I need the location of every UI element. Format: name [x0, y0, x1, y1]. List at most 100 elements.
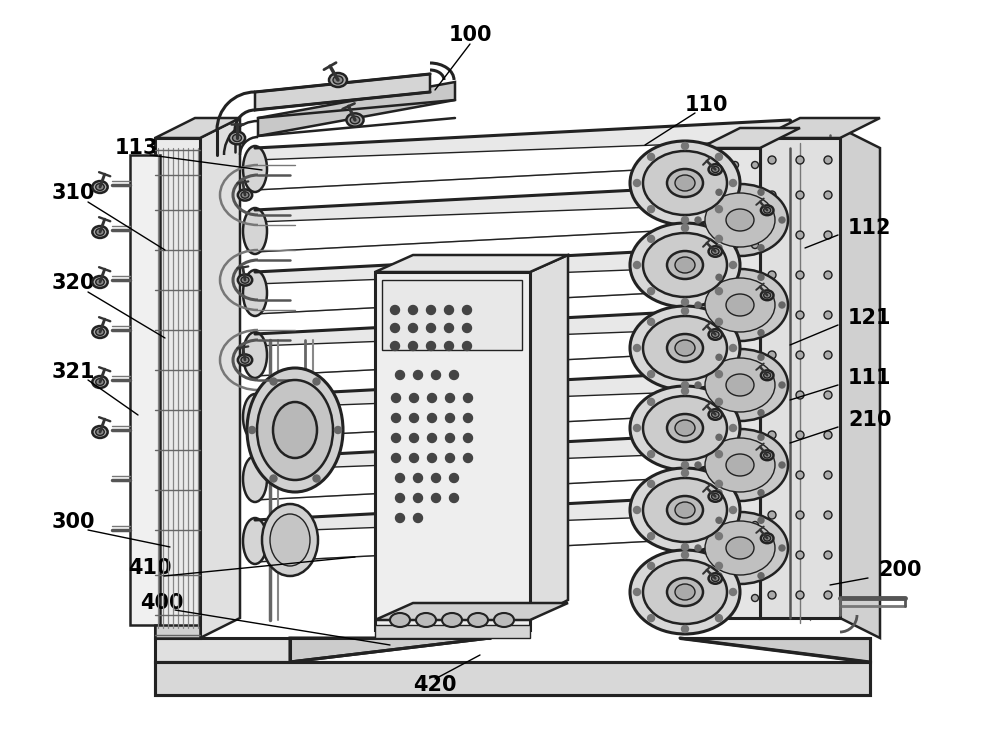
Text: 121: 121 — [848, 308, 892, 328]
Circle shape — [716, 355, 722, 360]
Circle shape — [248, 426, 256, 434]
Circle shape — [648, 451, 655, 458]
Circle shape — [414, 514, 422, 523]
Circle shape — [446, 454, 454, 462]
Ellipse shape — [764, 372, 771, 378]
Polygon shape — [760, 138, 840, 618]
Polygon shape — [255, 120, 790, 160]
Circle shape — [648, 319, 655, 325]
Circle shape — [730, 261, 736, 269]
Ellipse shape — [667, 414, 703, 442]
Ellipse shape — [390, 613, 410, 627]
Circle shape — [410, 413, 418, 423]
Ellipse shape — [726, 294, 754, 316]
Circle shape — [410, 434, 418, 443]
Circle shape — [428, 434, 436, 443]
Ellipse shape — [768, 551, 776, 559]
Ellipse shape — [350, 116, 360, 124]
Ellipse shape — [761, 451, 773, 460]
Ellipse shape — [752, 241, 759, 249]
Circle shape — [432, 473, 440, 482]
Ellipse shape — [92, 326, 108, 338]
Polygon shape — [255, 368, 790, 408]
Ellipse shape — [238, 189, 252, 200]
Circle shape — [682, 382, 688, 388]
Ellipse shape — [796, 231, 804, 239]
Ellipse shape — [643, 316, 727, 380]
Ellipse shape — [232, 134, 242, 142]
Ellipse shape — [243, 394, 267, 440]
Ellipse shape — [643, 396, 727, 460]
Circle shape — [648, 371, 655, 378]
Circle shape — [270, 475, 277, 482]
Ellipse shape — [752, 562, 759, 569]
Circle shape — [464, 454, 473, 462]
Ellipse shape — [643, 151, 727, 215]
Circle shape — [715, 206, 722, 213]
Ellipse shape — [706, 521, 714, 528]
Ellipse shape — [273, 402, 317, 458]
Polygon shape — [290, 638, 490, 662]
Ellipse shape — [692, 184, 788, 256]
Circle shape — [648, 614, 655, 622]
Ellipse shape — [706, 562, 714, 569]
Circle shape — [715, 533, 722, 539]
Circle shape — [313, 378, 320, 385]
Polygon shape — [255, 74, 430, 110]
Circle shape — [682, 625, 688, 633]
Ellipse shape — [752, 521, 759, 528]
Ellipse shape — [675, 502, 695, 518]
Ellipse shape — [257, 380, 333, 480]
Circle shape — [682, 217, 688, 223]
Circle shape — [716, 410, 722, 415]
Ellipse shape — [732, 241, 738, 249]
Ellipse shape — [667, 251, 703, 279]
Ellipse shape — [262, 504, 318, 576]
Polygon shape — [155, 138, 200, 638]
Circle shape — [716, 490, 722, 495]
Circle shape — [695, 462, 701, 468]
Ellipse shape — [706, 401, 714, 409]
Circle shape — [695, 302, 701, 308]
Ellipse shape — [761, 291, 773, 300]
Circle shape — [682, 551, 688, 559]
Ellipse shape — [705, 438, 775, 492]
Ellipse shape — [768, 311, 776, 319]
Polygon shape — [530, 255, 568, 620]
Ellipse shape — [96, 228, 104, 236]
Ellipse shape — [712, 575, 719, 581]
Circle shape — [426, 305, 436, 314]
Ellipse shape — [752, 362, 759, 368]
Ellipse shape — [768, 156, 776, 164]
Ellipse shape — [706, 482, 714, 489]
Polygon shape — [680, 638, 870, 662]
Circle shape — [758, 275, 764, 280]
Text: 100: 100 — [448, 25, 492, 45]
Ellipse shape — [709, 573, 722, 584]
Ellipse shape — [667, 334, 703, 362]
Circle shape — [390, 305, 400, 314]
Ellipse shape — [824, 271, 832, 279]
Circle shape — [462, 324, 472, 333]
Polygon shape — [155, 662, 870, 695]
Circle shape — [648, 399, 655, 405]
Polygon shape — [255, 306, 790, 346]
Circle shape — [409, 324, 418, 333]
Ellipse shape — [732, 521, 738, 528]
Ellipse shape — [630, 306, 740, 390]
Circle shape — [758, 410, 764, 415]
Ellipse shape — [712, 493, 719, 500]
Circle shape — [779, 217, 785, 223]
Circle shape — [634, 344, 640, 352]
Ellipse shape — [796, 311, 804, 319]
Ellipse shape — [732, 595, 738, 601]
Ellipse shape — [667, 578, 703, 606]
Polygon shape — [130, 155, 160, 625]
Circle shape — [715, 236, 722, 242]
Circle shape — [716, 573, 722, 578]
Polygon shape — [255, 182, 790, 222]
Circle shape — [634, 424, 640, 432]
Ellipse shape — [796, 551, 804, 559]
Circle shape — [779, 302, 785, 308]
Ellipse shape — [764, 452, 771, 458]
